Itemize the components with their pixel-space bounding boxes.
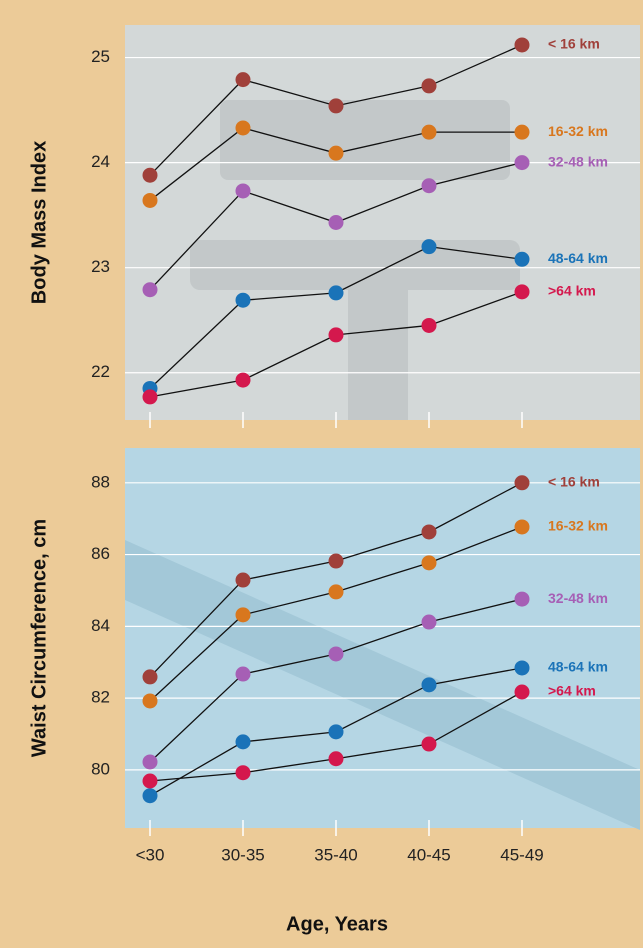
decoration	[348, 290, 408, 420]
y-tick-label: 24	[91, 152, 110, 171]
data-point	[235, 72, 251, 88]
data-point	[421, 124, 437, 140]
data-point	[328, 724, 344, 740]
data-point	[235, 607, 251, 623]
data-point	[328, 646, 344, 662]
y-axis-title: Waist Circumference, cm	[28, 519, 50, 757]
data-point	[142, 192, 158, 208]
data-point	[328, 751, 344, 767]
data-point	[142, 754, 158, 770]
data-point	[514, 155, 530, 171]
data-point	[514, 251, 530, 267]
data-point	[235, 734, 251, 750]
data-point	[142, 669, 158, 685]
data-point	[514, 684, 530, 700]
data-point	[142, 773, 158, 789]
x-tick-label: 45-49	[500, 845, 543, 864]
y-tick-label: 82	[91, 688, 110, 707]
data-point	[142, 389, 158, 405]
data-point	[514, 284, 530, 300]
y-tick-label: 23	[91, 257, 110, 276]
data-point	[328, 327, 344, 343]
legend-label: >64 km	[548, 683, 596, 699]
data-point	[421, 178, 437, 194]
data-point	[328, 553, 344, 569]
y-tick-label: 88	[91, 472, 110, 491]
data-point	[421, 317, 437, 333]
y-tick-label: 22	[91, 362, 110, 381]
legend-label: 32-48 km	[548, 153, 608, 169]
legend-label: 48-64 km	[548, 250, 608, 266]
data-point	[514, 519, 530, 535]
data-point	[421, 524, 437, 540]
legend-label: 16-32 km	[548, 123, 608, 139]
data-point	[235, 120, 251, 136]
x-tick-label: 40-45	[407, 845, 450, 864]
data-point	[328, 145, 344, 161]
data-point	[421, 677, 437, 693]
data-point	[328, 584, 344, 600]
data-point	[328, 98, 344, 114]
data-point	[235, 292, 251, 308]
data-point	[235, 765, 251, 781]
x-tick-label: 30-35	[221, 845, 264, 864]
data-point	[421, 78, 437, 94]
data-point	[421, 736, 437, 752]
x-tick-label: <30	[136, 845, 165, 864]
data-point	[421, 614, 437, 630]
legend-label: < 16 km	[548, 36, 600, 52]
data-point	[235, 183, 251, 199]
data-point	[142, 282, 158, 298]
x-axis-title: Age, Years	[286, 913, 388, 935]
legend-label: >64 km	[548, 283, 596, 299]
data-point	[514, 124, 530, 140]
y-tick-label: 80	[91, 759, 110, 778]
data-point	[328, 215, 344, 230]
decoration	[220, 100, 510, 180]
data-point	[235, 372, 251, 388]
data-point	[421, 555, 437, 571]
x-tick-label: 35-40	[314, 845, 357, 864]
legend-label: 48-64 km	[548, 659, 608, 675]
legend-label: 16-32 km	[548, 518, 608, 534]
decoration	[190, 240, 520, 290]
y-tick-label: 86	[91, 544, 110, 563]
data-point	[235, 666, 251, 682]
data-point	[514, 475, 530, 491]
data-point	[328, 285, 344, 301]
data-point	[514, 591, 530, 607]
data-point	[142, 167, 158, 183]
data-point	[235, 572, 251, 588]
data-point	[421, 239, 437, 255]
y-tick-label: 84	[91, 616, 110, 635]
y-axis-title: Body Mass Index	[28, 141, 50, 304]
data-point	[514, 37, 530, 53]
data-point	[142, 788, 158, 804]
y-tick-label: 25	[91, 47, 110, 66]
data-point	[142, 693, 158, 709]
legend-label: 32-48 km	[548, 590, 608, 606]
data-point	[514, 660, 530, 676]
legend-label: < 16 km	[548, 474, 600, 490]
